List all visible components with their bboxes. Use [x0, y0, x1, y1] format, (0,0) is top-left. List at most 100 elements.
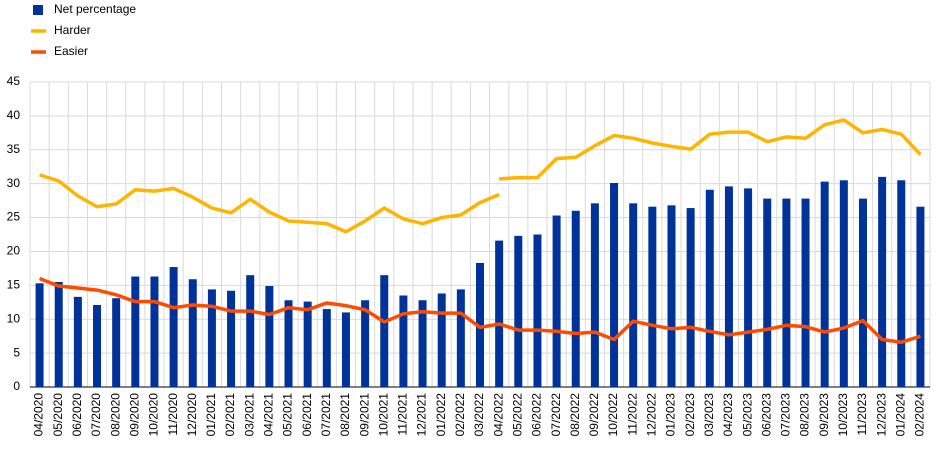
legend-label: Harder — [54, 23, 91, 37]
x-tick-label: 07/2023 — [779, 393, 793, 437]
x-tick-label: 07/2021 — [319, 393, 333, 437]
bar — [476, 262, 484, 387]
y-tick-label: 45 — [7, 74, 21, 88]
bar — [284, 300, 293, 387]
x-tick-label: 02/2024 — [913, 393, 927, 437]
y-tick-label: 15 — [7, 278, 21, 292]
x-tick-label: 12/2022 — [645, 393, 659, 437]
x-tick-label: 10/2020 — [147, 393, 161, 437]
x-tick-label: 01/2024 — [893, 393, 907, 437]
x-tick-label: 09/2023 — [817, 393, 831, 437]
bar — [399, 295, 408, 387]
bar — [648, 206, 657, 387]
legend-label: Easier — [54, 44, 88, 58]
bar — [552, 215, 561, 387]
x-tick-label: 01/2021 — [204, 393, 218, 437]
bar — [131, 276, 140, 387]
bar — [705, 189, 714, 387]
bar — [73, 296, 82, 387]
x-tick-label: 12/2020 — [185, 393, 199, 437]
bar — [839, 180, 848, 387]
x-tick-label: 02/2022 — [453, 393, 467, 437]
bar — [150, 276, 159, 387]
bar — [361, 300, 370, 387]
y-tick-label: 20 — [7, 244, 21, 258]
x-tick-label: 03/2022 — [472, 393, 486, 437]
x-tick-label: 05/2021 — [281, 393, 295, 437]
y-tick-label: 25 — [7, 210, 21, 224]
y-tick-label: 10 — [7, 311, 21, 325]
bar — [590, 203, 599, 387]
line — [38, 276, 921, 345]
x-tick-label: 06/2023 — [759, 393, 773, 437]
bar — [897, 180, 906, 387]
x-tick-label: 05/2022 — [510, 393, 524, 437]
x-tick-label: 10/2023 — [836, 393, 850, 437]
x-tick-label: 11/2020 — [166, 393, 180, 436]
legend-label: Net percentage — [54, 2, 136, 16]
bar — [571, 210, 580, 387]
x-tick-label: 06/2020 — [70, 393, 84, 437]
x-tick-label: 07/2022 — [549, 393, 563, 437]
bar — [322, 309, 331, 387]
bar — [341, 312, 350, 387]
bar — [265, 286, 274, 387]
bar — [54, 281, 63, 387]
bar — [610, 182, 619, 387]
bar — [35, 283, 44, 387]
x-tick-label: 03/2021 — [242, 393, 256, 437]
bar — [227, 290, 236, 387]
x-tick-label: 08/2020 — [108, 393, 122, 437]
bar — [533, 234, 542, 387]
y-tick-label: 5 — [13, 345, 20, 359]
x-tick-label: 12/2021 — [415, 393, 429, 437]
bar — [667, 205, 676, 387]
x-tick-label: 04/2020 — [32, 393, 46, 437]
x-tick-label: 04/2022 — [491, 393, 505, 437]
y-tick-label: 30 — [7, 176, 21, 190]
bar — [380, 275, 389, 387]
bar — [514, 235, 523, 387]
bar — [169, 267, 178, 387]
bar — [858, 198, 867, 387]
bar — [495, 240, 504, 387]
bar — [744, 188, 753, 387]
x-tick-label: 02/2023 — [683, 393, 697, 437]
bar — [763, 198, 772, 387]
x-tick-label: 01/2022 — [434, 393, 448, 437]
x-tick-label: 11/2021 — [396, 393, 410, 436]
bar — [629, 203, 638, 387]
bar — [878, 176, 887, 387]
bar — [418, 300, 427, 387]
x-tick-label: 09/2020 — [127, 393, 141, 437]
x-tick-label: 01/2023 — [664, 393, 678, 437]
bar — [782, 198, 791, 387]
x-tick-label: 08/2022 — [568, 393, 582, 437]
legend-swatch — [33, 5, 43, 15]
bar — [686, 208, 695, 387]
x-tick-label: 10/2022 — [606, 393, 620, 437]
bar — [188, 279, 197, 387]
x-tick-label: 05/2023 — [740, 393, 754, 437]
x-tick-label: 09/2021 — [357, 393, 371, 437]
x-tick-label: 06/2021 — [300, 393, 314, 437]
x-tick-label: 06/2022 — [530, 393, 544, 437]
y-tick-label: 40 — [7, 108, 21, 122]
bar — [112, 298, 121, 387]
line — [499, 118, 922, 181]
x-tick-label: 10/2021 — [376, 393, 390, 437]
line — [39, 173, 500, 234]
x-tick-label: 08/2021 — [338, 393, 352, 437]
bar — [820, 181, 829, 387]
x-tick-label: 07/2020 — [89, 393, 103, 437]
x-tick-label: 11/2023 — [855, 393, 869, 436]
bar — [437, 293, 446, 387]
bar — [93, 304, 102, 387]
x-tick-label: 04/2023 — [721, 393, 735, 437]
y-tick-label: 35 — [7, 142, 21, 156]
x-tick-label: 02/2021 — [223, 393, 237, 437]
x-tick-label: 09/2022 — [587, 393, 601, 437]
bar — [246, 275, 255, 387]
bar — [724, 186, 733, 387]
